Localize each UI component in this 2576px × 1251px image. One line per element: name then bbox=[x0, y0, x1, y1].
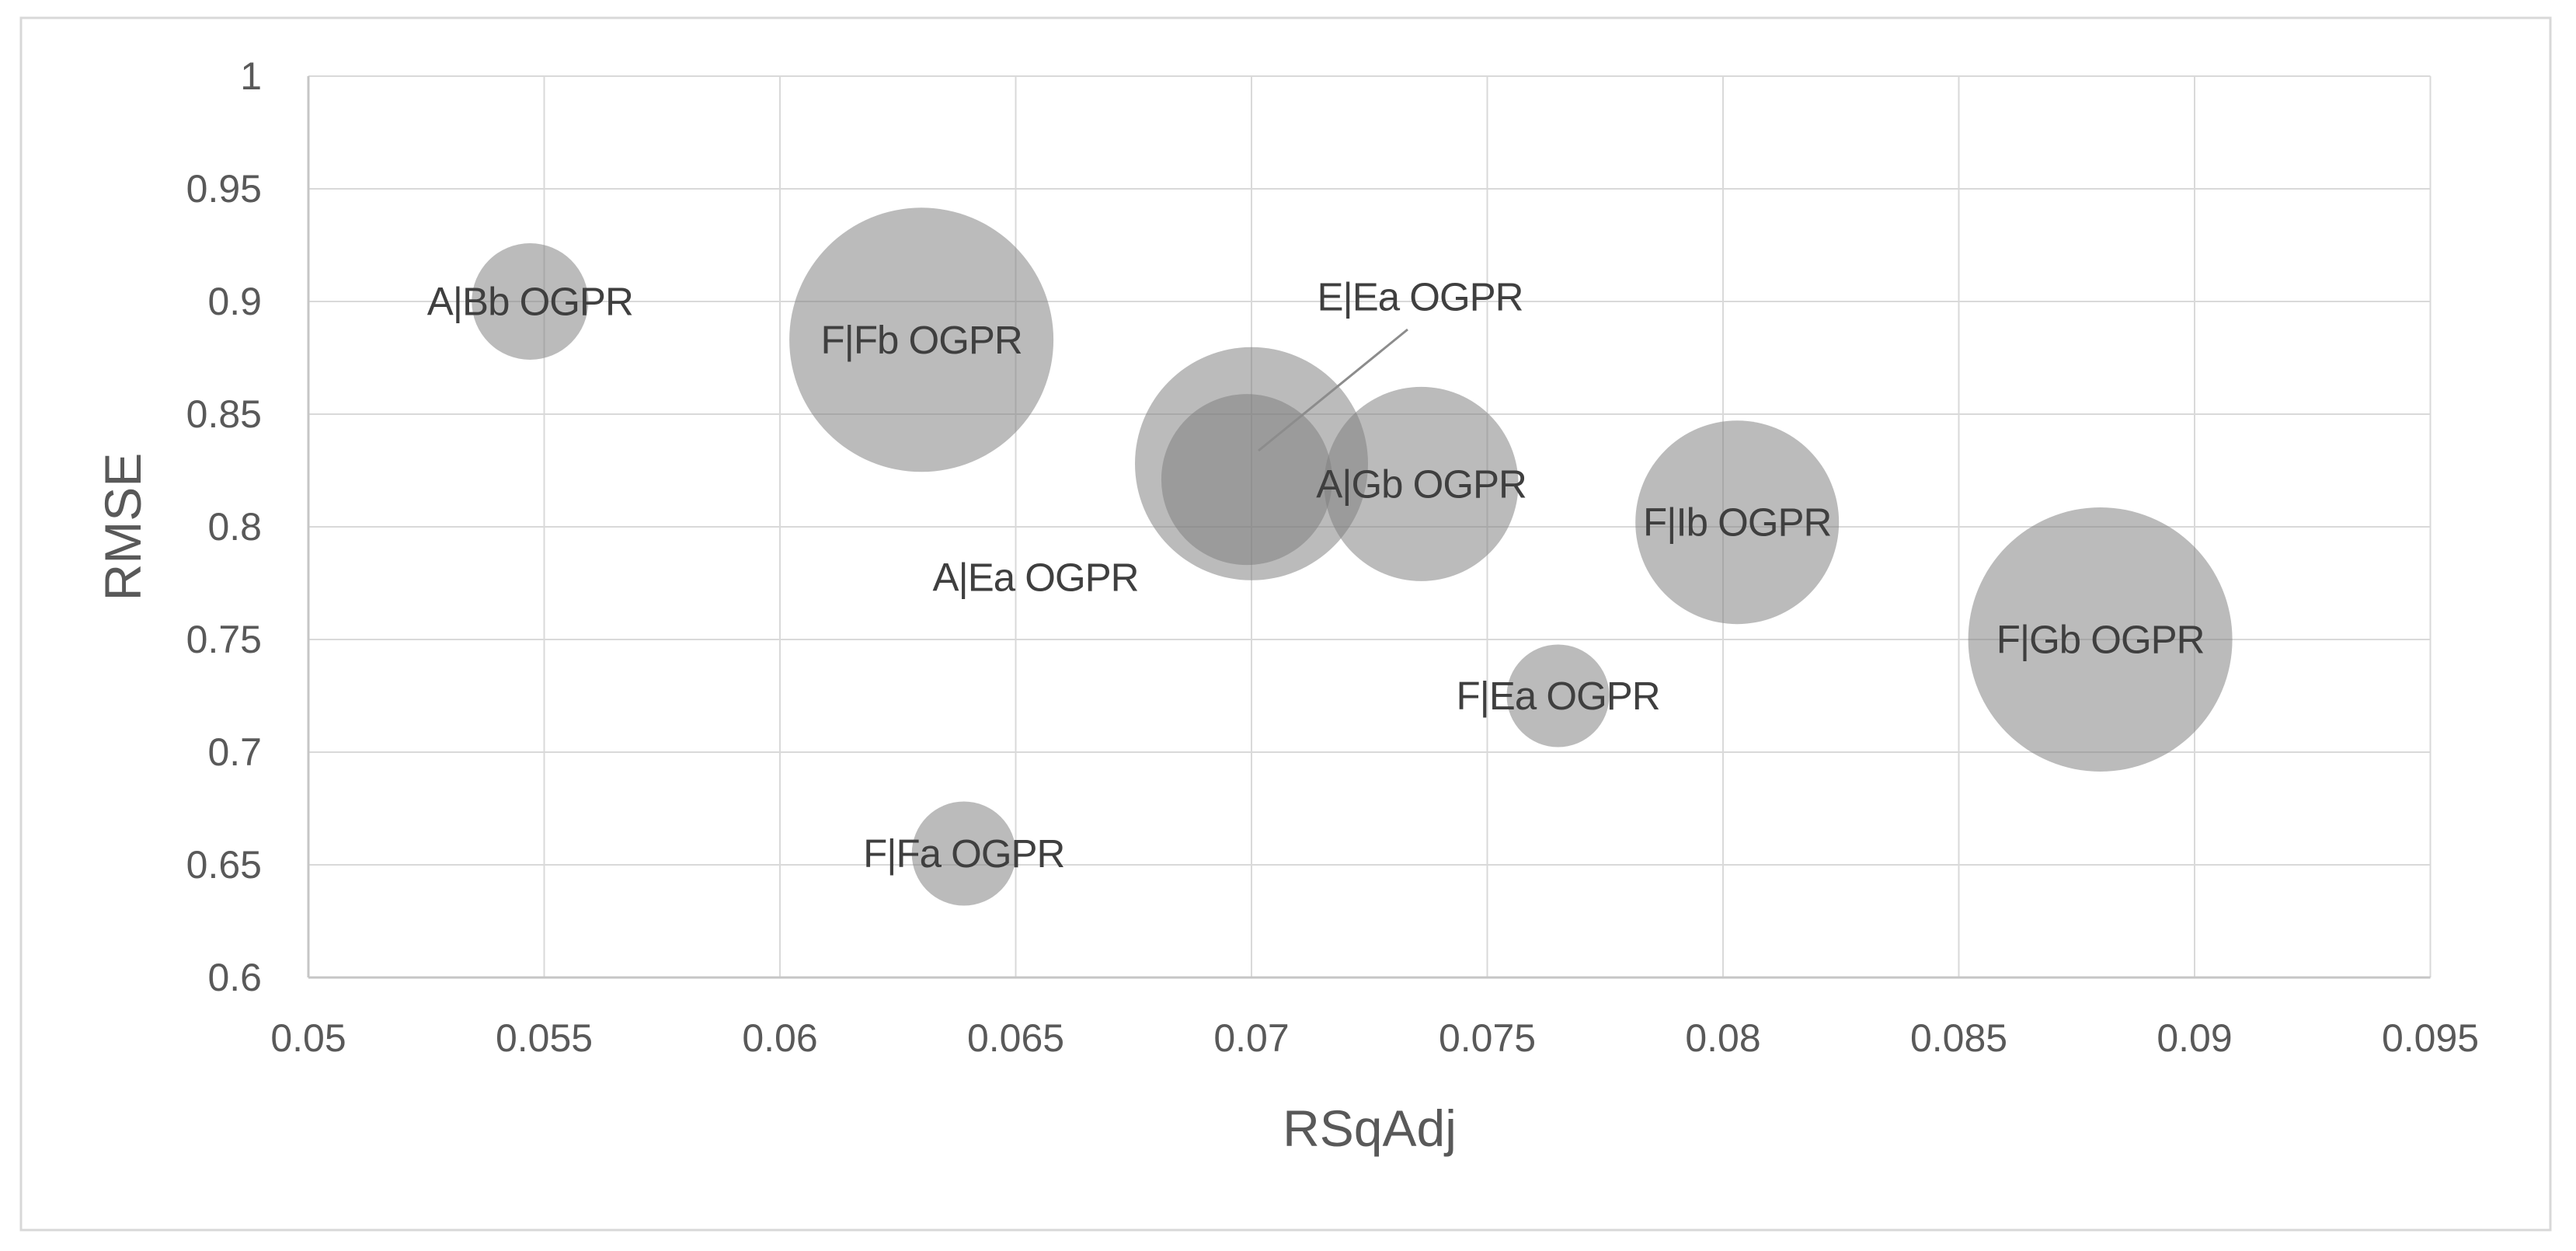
data-labels: A|Bb OGPR F|Fb OGPR E|Ea OGPR A|Ea OGPR A|Gb… bbox=[427, 275, 2205, 876]
x-tick-label: 0.085 bbox=[1910, 1016, 2007, 1060]
data-label[interactable]: A|Gb OGPR bbox=[1316, 462, 1527, 506]
bubble-a-gb-ogpr[interactable] bbox=[1324, 386, 1519, 581]
y-axis-tick-labels: 1 0.95 0.9 0.85 0.8 0.75 0.7 0.65 0.6 bbox=[186, 54, 262, 999]
x-tick-label: 0.05 bbox=[270, 1016, 346, 1060]
bubble-f-fb-ogpr[interactable] bbox=[789, 207, 1054, 472]
x-tick-label: 0.095 bbox=[2382, 1016, 2479, 1060]
x-tick-label: 0.055 bbox=[496, 1016, 593, 1060]
bubble-f-ea-ogpr[interactable] bbox=[1506, 644, 1610, 747]
x-tick-label: 0.08 bbox=[1685, 1016, 1760, 1060]
bubble-a-ea-ogpr[interactable] bbox=[1161, 394, 1332, 566]
x-tick-label: 0.09 bbox=[2157, 1016, 2232, 1060]
data-label[interactable]: F|Ea OGPR bbox=[1456, 674, 1660, 718]
x-axis-title: RSqAdj bbox=[1283, 1099, 1457, 1157]
y-tick-label: 0.75 bbox=[186, 618, 262, 661]
y-tick-label: 0.9 bbox=[207, 280, 262, 323]
x-tick-label: 0.06 bbox=[742, 1016, 817, 1060]
y-tick-label: 0.6 bbox=[207, 956, 262, 999]
x-tick-label: 0.065 bbox=[967, 1016, 1064, 1060]
data-label[interactable]: F|Ib OGPR bbox=[1643, 500, 1832, 545]
y-tick-label: 0.8 bbox=[207, 505, 262, 549]
bubble-series bbox=[472, 207, 2233, 906]
data-label[interactable]: A|Bb OGPR bbox=[427, 280, 634, 324]
y-tick-label: 0.65 bbox=[186, 843, 262, 887]
y-tick-label: 1 bbox=[240, 54, 262, 98]
data-label[interactable]: E|Ea OGPR bbox=[1317, 275, 1523, 319]
y-tick-label: 0.85 bbox=[186, 392, 262, 436]
data-label[interactable]: F|Fa OGPR bbox=[863, 831, 1065, 876]
y-tick-label: 0.95 bbox=[186, 167, 262, 211]
bubble-f-gb-ogpr[interactable] bbox=[1968, 507, 2233, 772]
bubble-f-fa-ogpr[interactable] bbox=[911, 801, 1016, 906]
label-leader-line bbox=[1258, 328, 1408, 452]
data-label[interactable]: A|Ea OGPR bbox=[932, 556, 1139, 600]
data-label[interactable]: F|Gb OGPR bbox=[1996, 618, 2205, 662]
x-tick-label: 0.07 bbox=[1213, 1016, 1289, 1060]
x-axis-tick-labels: 0.05 0.055 0.06 0.065 0.07 0.075 0.08 0.085 0.09… bbox=[270, 1016, 2479, 1060]
y-axis-title: RMSE bbox=[94, 453, 151, 601]
bubble-a-bb-ogpr[interactable] bbox=[472, 243, 589, 360]
bubble-f-ib-ogpr[interactable] bbox=[1635, 420, 1840, 625]
y-tick-label: 0.7 bbox=[207, 730, 262, 774]
data-label[interactable]: F|Fb OGPR bbox=[820, 318, 1022, 362]
x-tick-label: 0.075 bbox=[1439, 1016, 1536, 1060]
